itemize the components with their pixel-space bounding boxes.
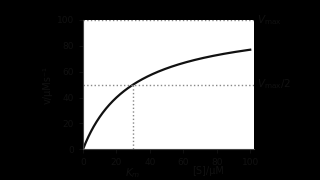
Y-axis label: v/μMs⁻¹: v/μMs⁻¹ — [43, 66, 52, 104]
Text: $V_{\mathrm{max}}$/2: $V_{\mathrm{max}}$/2 — [257, 78, 291, 91]
Text: $V_{\mathrm{max}}$: $V_{\mathrm{max}}$ — [257, 13, 282, 27]
Text: $K_m$: $K_m$ — [125, 166, 141, 180]
Text: [S]/μM: [S]/μM — [192, 166, 224, 176]
